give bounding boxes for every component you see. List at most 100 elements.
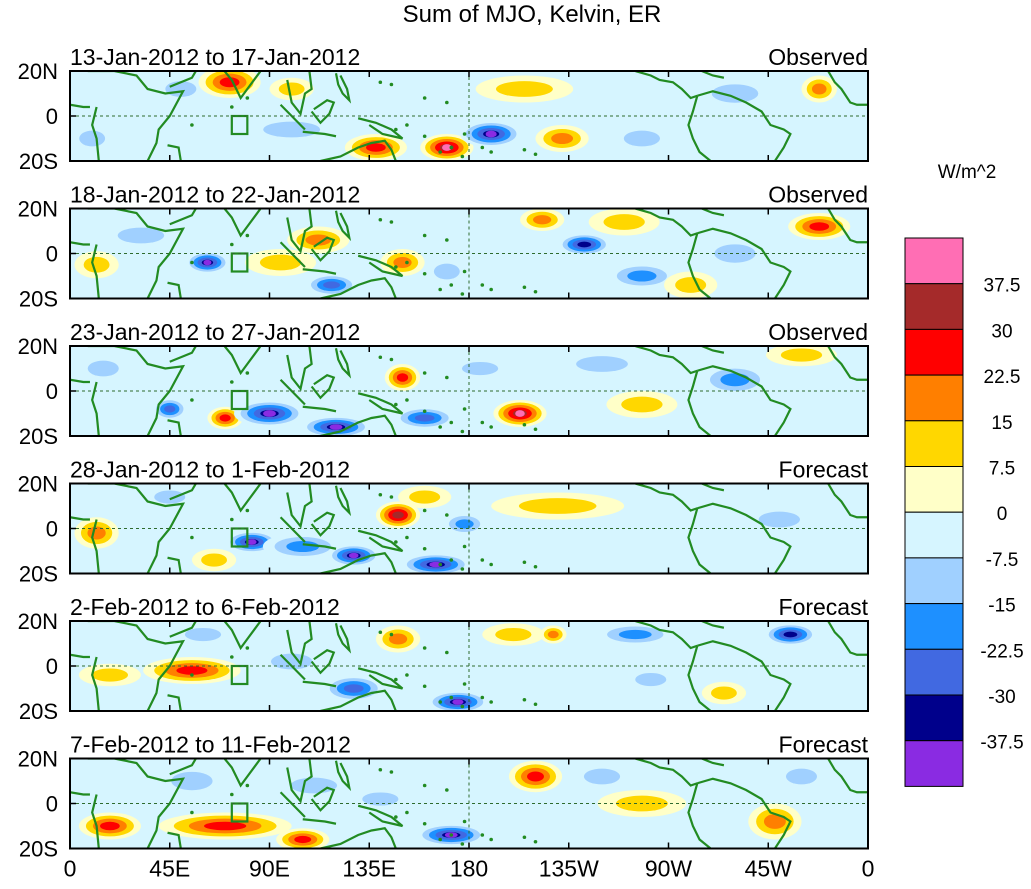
colorbar-label: 0 bbox=[997, 504, 1008, 525]
y-tick-label: 20S bbox=[19, 562, 58, 587]
colorbar-label: -37.5 bbox=[980, 733, 1023, 754]
colorbar-swatch bbox=[904, 283, 964, 330]
anomaly-contour bbox=[570, 763, 634, 790]
y-tick-label: 20N bbox=[18, 197, 58, 222]
colorbar-label: -30 bbox=[988, 687, 1015, 708]
x-tick-label: 135E bbox=[342, 856, 396, 882]
panel-status: Forecast bbox=[779, 594, 869, 620]
x-tick-label: 90W bbox=[645, 856, 693, 882]
colorbar-swatch bbox=[904, 328, 964, 376]
y-tick-label: 0 bbox=[46, 654, 58, 679]
colorbar-swatch bbox=[904, 603, 964, 650]
anomaly-contour bbox=[606, 391, 678, 418]
figure-title: Sum of MJO, Kelvin, ER bbox=[403, 1, 662, 28]
map-panel: 20N 0 20S 28-Jan-2012 to 1-Feb-2012 Forecast bbox=[18, 457, 869, 587]
anomaly-contour bbox=[300, 415, 372, 436]
anomaly-contour bbox=[74, 251, 119, 279]
anomaly-contour bbox=[743, 506, 815, 533]
colorbar-swatch bbox=[904, 557, 964, 605]
anomaly-contour bbox=[493, 400, 547, 427]
panel-status: Forecast bbox=[779, 457, 869, 483]
colorbar-unit: W/m^2 bbox=[938, 162, 997, 183]
anomaly-contour bbox=[322, 675, 385, 702]
anomaly-contour bbox=[610, 125, 673, 152]
map-panel: 20N 0 20S 13-Jan-2012 to 17-Jan-2012 Observe… bbox=[18, 44, 869, 174]
anomaly-contour bbox=[304, 273, 359, 297]
y-tick-label: 0 bbox=[46, 517, 58, 542]
anomaly-contour bbox=[393, 406, 456, 430]
olr-field bbox=[70, 483, 868, 574]
y-tick-label: 20N bbox=[18, 59, 58, 84]
panel-period: 18-Jan-2012 to 22-Jan-2012 bbox=[70, 182, 360, 208]
panel-status: Observed bbox=[768, 44, 868, 70]
colorbar-label: 30 bbox=[991, 321, 1012, 342]
anomaly-contour bbox=[269, 77, 314, 101]
anomaly-contour bbox=[701, 681, 747, 705]
anomaly-contour bbox=[442, 512, 487, 536]
colorbar: W/m^2 37.5 30 22.5 15 7.5 0 -7.5 -15 -22.5 -30 -37… bbox=[904, 162, 1024, 787]
anomaly-contour bbox=[273, 772, 354, 799]
colorbar-label: 22.5 bbox=[984, 367, 1021, 388]
coastlines bbox=[70, 758, 868, 849]
anomaly-contour bbox=[664, 271, 718, 299]
anomaly-contour bbox=[375, 501, 421, 529]
colorbar-label: -22.5 bbox=[980, 641, 1023, 662]
anomaly-contour bbox=[262, 533, 343, 560]
anomaly-contour bbox=[276, 828, 330, 849]
anomaly-contour bbox=[624, 668, 678, 691]
y-tick-label: 0 bbox=[46, 792, 58, 817]
y-tick-label: 20N bbox=[18, 472, 58, 497]
colorbar-swatch bbox=[904, 420, 964, 467]
anomaly-contour bbox=[424, 258, 470, 285]
panel-status: Observed bbox=[768, 182, 868, 208]
x-tick-label: 180 bbox=[450, 856, 488, 882]
anomaly-contour bbox=[557, 233, 611, 256]
anomaly-contour bbox=[491, 492, 625, 520]
y-tick-label: 20S bbox=[19, 424, 58, 449]
panel-period: 7-Feb-2012 to 11-Feb-2012 bbox=[70, 732, 351, 758]
coastlines bbox=[70, 208, 868, 299]
anomaly-contour bbox=[143, 657, 241, 684]
y-tick-label: 0 bbox=[46, 379, 58, 404]
colorbar-swatch bbox=[904, 694, 964, 742]
colorbar-swatch bbox=[904, 740, 964, 787]
anomaly-contour bbox=[185, 251, 230, 274]
anomaly-contour bbox=[245, 249, 317, 276]
y-tick-label: 20S bbox=[19, 287, 58, 312]
anomaly-contour bbox=[400, 553, 472, 574]
anomaly-contour bbox=[152, 397, 188, 421]
colorbar-swatch bbox=[904, 374, 964, 422]
anomaly-contour bbox=[101, 222, 181, 249]
anomaly-contour bbox=[398, 485, 452, 509]
panel-status: Forecast bbox=[779, 732, 869, 758]
map-panels: 20N 0 20S 13-Jan-2012 to 17-Jan-2012 Observe… bbox=[18, 44, 869, 862]
olr-field bbox=[70, 208, 868, 299]
anomaly-contour bbox=[595, 623, 676, 646]
x-axis-labels: 0 45E 90E 135E 180 135W 90W 45W 0 bbox=[64, 856, 875, 882]
y-tick-label: 20N bbox=[18, 334, 58, 359]
panel-period: 23-Jan-2012 to 27-Jan-2012 bbox=[70, 319, 360, 345]
anomaly-contour bbox=[344, 134, 407, 161]
y-tick-label: 20S bbox=[19, 699, 58, 724]
x-tick-label: 135W bbox=[539, 856, 599, 882]
panel-period: 2-Feb-2012 to 6-Feb-2012 bbox=[70, 594, 340, 620]
colorbar-swatch bbox=[904, 466, 964, 513]
colorbar-label: 37.5 bbox=[984, 276, 1021, 297]
anomaly-contour bbox=[482, 623, 545, 646]
anomaly-contour bbox=[287, 226, 350, 254]
colorbar-label: 15 bbox=[991, 413, 1012, 434]
colorbar-label: 7.5 bbox=[989, 459, 1015, 480]
colorbar-swatch bbox=[904, 237, 964, 285]
panel-status: Observed bbox=[768, 319, 868, 345]
anomaly-contour bbox=[748, 803, 802, 840]
anomaly-contour bbox=[449, 357, 512, 380]
panel-period: 28-Jan-2012 to 1-Feb-2012 bbox=[70, 457, 350, 483]
coastlines bbox=[70, 621, 868, 711]
anomaly-contour bbox=[539, 625, 567, 644]
panel-period: 13-Jan-2012 to 17-Jan-2012 bbox=[70, 44, 360, 70]
anomaly-contour bbox=[191, 548, 237, 572]
anomaly-contour bbox=[801, 75, 837, 103]
anomaly-contour bbox=[375, 625, 421, 653]
anomaly-contour bbox=[234, 400, 305, 427]
anomaly-contour bbox=[588, 208, 660, 236]
